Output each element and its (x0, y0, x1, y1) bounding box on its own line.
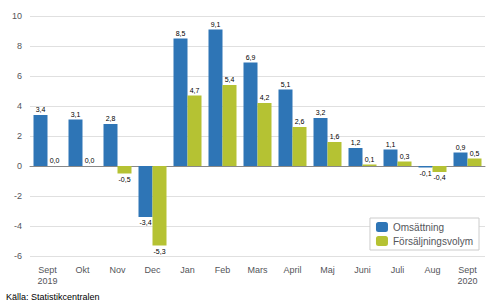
svg-text:Källa: Statistikcentralen: Källa: Statistikcentralen (6, 292, 100, 302)
svg-text:-5,3: -5,3 (153, 248, 165, 255)
svg-text:Sept: Sept (38, 265, 57, 275)
svg-text:6: 6 (17, 71, 22, 81)
svg-text:4,2: 4,2 (260, 94, 270, 101)
svg-text:Sept: Sept (458, 265, 477, 275)
svg-text:0,0: 0,0 (50, 157, 60, 164)
svg-text:3,4: 3,4 (36, 106, 46, 113)
svg-text:Maj: Maj (320, 265, 335, 275)
svg-text:Mars: Mars (248, 265, 268, 275)
svg-text:8,5: 8,5 (176, 30, 186, 37)
svg-text:-2: -2 (14, 191, 22, 201)
svg-text:Jan: Jan (180, 265, 195, 275)
svg-text:2: 2 (17, 131, 22, 141)
svg-text:2019: 2019 (37, 276, 57, 286)
svg-text:Nov: Nov (109, 265, 126, 275)
svg-text:0,3: 0,3 (400, 153, 410, 160)
svg-text:Okt: Okt (75, 265, 90, 275)
svg-text:5,4: 5,4 (225, 76, 235, 83)
svg-text:1,2: 1,2 (351, 139, 361, 146)
svg-text:8: 8 (17, 41, 22, 51)
svg-text:0,0: 0,0 (85, 157, 95, 164)
svg-text:Dec: Dec (144, 265, 161, 275)
svg-text:6,9: 6,9 (246, 54, 256, 61)
svg-text:-6: -6 (14, 251, 22, 261)
svg-text:Juli: Juli (391, 265, 405, 275)
svg-text:0: 0 (17, 161, 22, 171)
svg-text:4: 4 (17, 101, 22, 111)
svg-text:April: April (283, 265, 301, 275)
svg-text:0,5: 0,5 (470, 150, 480, 157)
svg-text:Juni: Juni (354, 265, 371, 275)
svg-text:-0,4: -0,4 (433, 174, 445, 181)
svg-text:1,1: 1,1 (386, 141, 396, 148)
svg-text:3,1: 3,1 (71, 111, 81, 118)
svg-text:Aug: Aug (424, 265, 440, 275)
svg-text:Försäljningsvolym: Försäljningsvolym (393, 236, 473, 247)
svg-text:2,6: 2,6 (295, 118, 305, 125)
svg-text:10: 10 (12, 11, 22, 21)
svg-text:-4: -4 (14, 221, 22, 231)
svg-text:3,2: 3,2 (316, 109, 326, 116)
svg-text:2020: 2020 (457, 276, 477, 286)
svg-text:5,1: 5,1 (281, 81, 291, 88)
svg-text:0,9: 0,9 (456, 144, 466, 151)
svg-text:2,8: 2,8 (106, 115, 116, 122)
svg-text:0,1: 0,1 (365, 156, 375, 163)
svg-text:9,1: 9,1 (211, 21, 221, 28)
svg-text:-0,5: -0,5 (118, 176, 130, 183)
svg-text:4,7: 4,7 (190, 87, 200, 94)
svg-text:Feb: Feb (215, 265, 231, 275)
svg-text:Omsättning: Omsättning (393, 222, 444, 233)
svg-text:1,6: 1,6 (330, 133, 340, 140)
svg-text:-3,4: -3,4 (139, 219, 151, 226)
svg-text:-0,1: -0,1 (419, 170, 431, 177)
